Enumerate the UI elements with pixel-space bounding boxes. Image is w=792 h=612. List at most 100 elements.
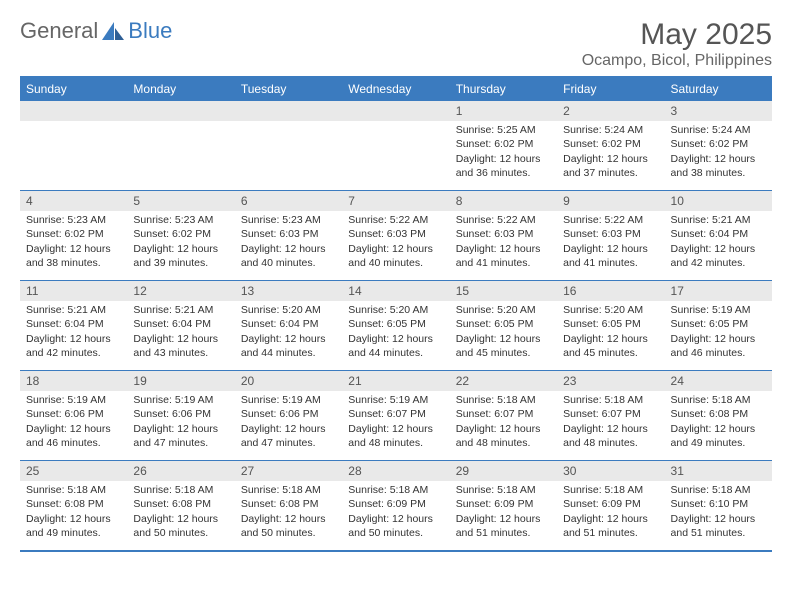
day-number: 22 bbox=[450, 371, 557, 391]
day-number: 19 bbox=[127, 371, 234, 391]
daylight-line-1: Daylight: 12 hours bbox=[563, 512, 658, 526]
daylight-line-2: and 42 minutes. bbox=[26, 346, 121, 360]
calendar-cell: 5Sunrise: 5:23 AMSunset: 6:02 PMDaylight… bbox=[127, 191, 234, 281]
day-number: 27 bbox=[235, 461, 342, 481]
daylight-line-2: and 38 minutes. bbox=[26, 256, 121, 270]
day-details: Sunrise: 5:18 AMSunset: 6:09 PMDaylight:… bbox=[450, 481, 557, 544]
calendar-cell: 27Sunrise: 5:18 AMSunset: 6:08 PMDayligh… bbox=[235, 461, 342, 551]
daylight-line-1: Daylight: 12 hours bbox=[241, 512, 336, 526]
calendar-cell: 6Sunrise: 5:23 AMSunset: 6:03 PMDaylight… bbox=[235, 191, 342, 281]
daylight-line-2: and 38 minutes. bbox=[671, 166, 766, 180]
day-details: Sunrise: 5:24 AMSunset: 6:02 PMDaylight:… bbox=[557, 121, 664, 184]
daylight-line-2: and 51 minutes. bbox=[671, 526, 766, 540]
sunset-line: Sunset: 6:05 PM bbox=[456, 317, 551, 331]
daylight-line-2: and 37 minutes. bbox=[563, 166, 658, 180]
day-details: Sunrise: 5:18 AMSunset: 6:09 PMDaylight:… bbox=[557, 481, 664, 544]
calendar-cell: 19Sunrise: 5:19 AMSunset: 6:06 PMDayligh… bbox=[127, 371, 234, 461]
calendar-cell: 18Sunrise: 5:19 AMSunset: 6:06 PMDayligh… bbox=[20, 371, 127, 461]
day-details: Sunrise: 5:23 AMSunset: 6:02 PMDaylight:… bbox=[127, 211, 234, 274]
sunrise-line: Sunrise: 5:18 AM bbox=[563, 483, 658, 497]
day-details: Sunrise: 5:18 AMSunset: 6:08 PMDaylight:… bbox=[127, 481, 234, 544]
logo: General Blue bbox=[20, 18, 172, 44]
sunset-line: Sunset: 6:05 PM bbox=[563, 317, 658, 331]
sunrise-line: Sunrise: 5:21 AM bbox=[133, 303, 228, 317]
daylight-line-1: Daylight: 12 hours bbox=[671, 242, 766, 256]
col-thursday: Thursday bbox=[450, 77, 557, 101]
day-number: 15 bbox=[450, 281, 557, 301]
sunset-line: Sunset: 6:03 PM bbox=[348, 227, 443, 241]
day-details: Sunrise: 5:18 AMSunset: 6:07 PMDaylight:… bbox=[450, 391, 557, 454]
col-monday: Monday bbox=[127, 77, 234, 101]
daylight-line-2: and 47 minutes. bbox=[133, 436, 228, 450]
sunrise-line: Sunrise: 5:18 AM bbox=[563, 393, 658, 407]
sunrise-line: Sunrise: 5:22 AM bbox=[456, 213, 551, 227]
sunset-line: Sunset: 6:07 PM bbox=[348, 407, 443, 421]
day-details: Sunrise: 5:19 AMSunset: 6:06 PMDaylight:… bbox=[235, 391, 342, 454]
day-number: 23 bbox=[557, 371, 664, 391]
daylight-line-1: Daylight: 12 hours bbox=[671, 422, 766, 436]
sunrise-line: Sunrise: 5:18 AM bbox=[26, 483, 121, 497]
sunset-line: Sunset: 6:08 PM bbox=[241, 497, 336, 511]
day-number: 31 bbox=[665, 461, 772, 481]
sunrise-line: Sunrise: 5:19 AM bbox=[133, 393, 228, 407]
daylight-line-2: and 43 minutes. bbox=[133, 346, 228, 360]
day-details: Sunrise: 5:20 AMSunset: 6:05 PMDaylight:… bbox=[557, 301, 664, 364]
sunset-line: Sunset: 6:04 PM bbox=[241, 317, 336, 331]
daylight-line-2: and 45 minutes. bbox=[563, 346, 658, 360]
calendar-cell bbox=[20, 101, 127, 191]
sunset-line: Sunset: 6:07 PM bbox=[563, 407, 658, 421]
day-details: Sunrise: 5:18 AMSunset: 6:08 PMDaylight:… bbox=[20, 481, 127, 544]
day-number: 30 bbox=[557, 461, 664, 481]
daylight-line-2: and 41 minutes. bbox=[563, 256, 658, 270]
calendar-cell: 22Sunrise: 5:18 AMSunset: 6:07 PMDayligh… bbox=[450, 371, 557, 461]
day-details: Sunrise: 5:18 AMSunset: 6:08 PMDaylight:… bbox=[665, 391, 772, 454]
calendar-cell: 4Sunrise: 5:23 AMSunset: 6:02 PMDaylight… bbox=[20, 191, 127, 281]
col-friday: Friday bbox=[557, 77, 664, 101]
sunrise-line: Sunrise: 5:22 AM bbox=[563, 213, 658, 227]
sunrise-line: Sunrise: 5:21 AM bbox=[671, 213, 766, 227]
daylight-line-1: Daylight: 12 hours bbox=[456, 152, 551, 166]
daylight-line-2: and 51 minutes. bbox=[456, 526, 551, 540]
calendar-cell: 9Sunrise: 5:22 AMSunset: 6:03 PMDaylight… bbox=[557, 191, 664, 281]
calendar-cell: 17Sunrise: 5:19 AMSunset: 6:05 PMDayligh… bbox=[665, 281, 772, 371]
calendar-cell: 29Sunrise: 5:18 AMSunset: 6:09 PMDayligh… bbox=[450, 461, 557, 551]
daylight-line-1: Daylight: 12 hours bbox=[671, 152, 766, 166]
sunset-line: Sunset: 6:08 PM bbox=[133, 497, 228, 511]
sunset-line: Sunset: 6:02 PM bbox=[563, 137, 658, 151]
sunrise-line: Sunrise: 5:23 AM bbox=[133, 213, 228, 227]
daylight-line-2: and 48 minutes. bbox=[348, 436, 443, 450]
day-details bbox=[127, 121, 234, 127]
day-number: 13 bbox=[235, 281, 342, 301]
calendar-cell bbox=[127, 101, 234, 191]
daylight-line-2: and 46 minutes. bbox=[26, 436, 121, 450]
sunrise-line: Sunrise: 5:23 AM bbox=[241, 213, 336, 227]
sunset-line: Sunset: 6:06 PM bbox=[241, 407, 336, 421]
day-details: Sunrise: 5:18 AMSunset: 6:09 PMDaylight:… bbox=[342, 481, 449, 544]
daylight-line-1: Daylight: 12 hours bbox=[26, 512, 121, 526]
day-details: Sunrise: 5:19 AMSunset: 6:06 PMDaylight:… bbox=[127, 391, 234, 454]
calendar-cell: 11Sunrise: 5:21 AMSunset: 6:04 PMDayligh… bbox=[20, 281, 127, 371]
sunset-line: Sunset: 6:02 PM bbox=[26, 227, 121, 241]
calendar-head: Sunday Monday Tuesday Wednesday Thursday… bbox=[20, 77, 772, 101]
sunset-line: Sunset: 6:02 PM bbox=[133, 227, 228, 241]
day-number: 28 bbox=[342, 461, 449, 481]
day-details: Sunrise: 5:23 AMSunset: 6:03 PMDaylight:… bbox=[235, 211, 342, 274]
day-details: Sunrise: 5:25 AMSunset: 6:02 PMDaylight:… bbox=[450, 121, 557, 184]
day-number: 26 bbox=[127, 461, 234, 481]
daylight-line-2: and 49 minutes. bbox=[26, 526, 121, 540]
daylight-line-1: Daylight: 12 hours bbox=[26, 332, 121, 346]
day-number: 1 bbox=[450, 101, 557, 121]
daylight-line-2: and 39 minutes. bbox=[133, 256, 228, 270]
daylight-line-2: and 41 minutes. bbox=[456, 256, 551, 270]
calendar-cell: 8Sunrise: 5:22 AMSunset: 6:03 PMDaylight… bbox=[450, 191, 557, 281]
daylight-line-2: and 40 minutes. bbox=[241, 256, 336, 270]
calendar-cell: 24Sunrise: 5:18 AMSunset: 6:08 PMDayligh… bbox=[665, 371, 772, 461]
calendar-cell: 16Sunrise: 5:20 AMSunset: 6:05 PMDayligh… bbox=[557, 281, 664, 371]
sunrise-line: Sunrise: 5:24 AM bbox=[671, 123, 766, 137]
calendar-cell: 23Sunrise: 5:18 AMSunset: 6:07 PMDayligh… bbox=[557, 371, 664, 461]
sunrise-line: Sunrise: 5:18 AM bbox=[671, 483, 766, 497]
calendar-cell: 2Sunrise: 5:24 AMSunset: 6:02 PMDaylight… bbox=[557, 101, 664, 191]
calendar-week-row: 1Sunrise: 5:25 AMSunset: 6:02 PMDaylight… bbox=[20, 101, 772, 191]
day-number: 18 bbox=[20, 371, 127, 391]
daylight-line-2: and 49 minutes. bbox=[671, 436, 766, 450]
